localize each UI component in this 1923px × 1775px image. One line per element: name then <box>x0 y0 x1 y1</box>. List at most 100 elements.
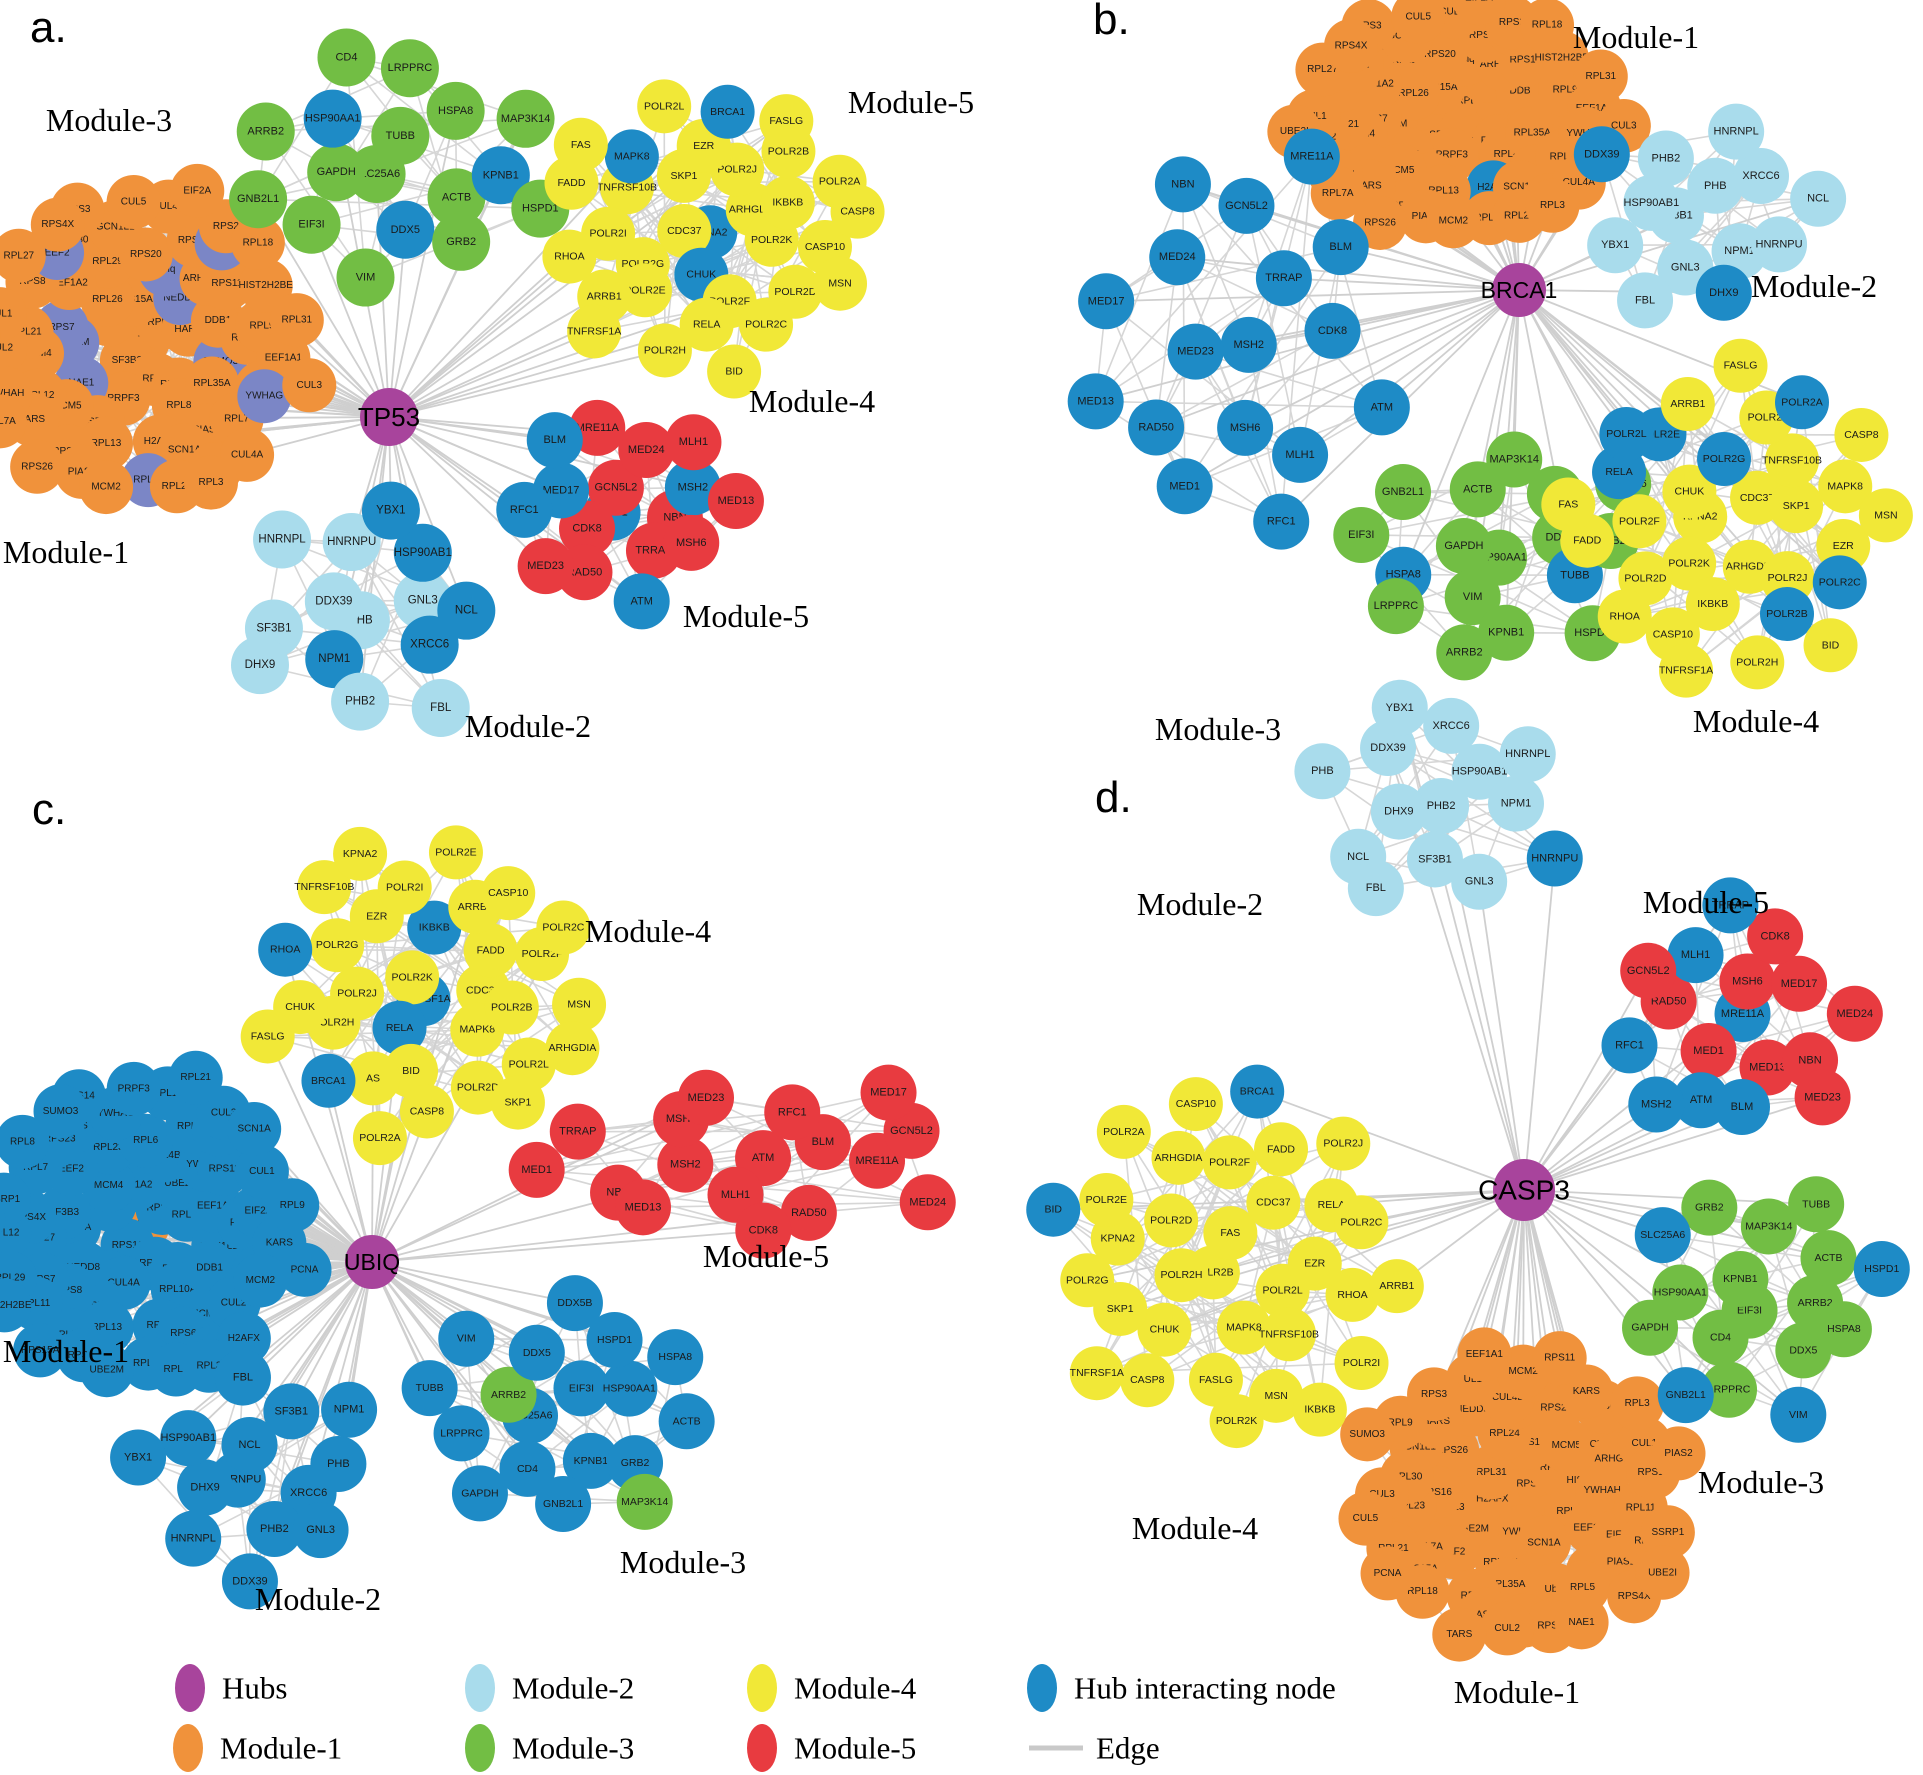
node-RPL9[interactable] <box>265 1178 320 1233</box>
node-MAP3K14[interactable] <box>496 89 555 148</box>
node-TUBB[interactable] <box>1788 1176 1845 1233</box>
node-TARS[interactable] <box>1432 1607 1487 1662</box>
node-KPNA2[interactable] <box>333 826 388 881</box>
node-IKBKB[interactable] <box>1685 577 1740 632</box>
node-DDX5[interactable] <box>508 1324 565 1381</box>
node-POLR2K[interactable] <box>1209 1394 1264 1449</box>
node-POLR2H[interactable] <box>1730 635 1785 690</box>
node-BLM[interactable] <box>1713 1079 1770 1136</box>
node-MED13[interactable] <box>615 1179 672 1236</box>
node-PCNA[interactable] <box>277 1242 332 1297</box>
node-MED24[interactable] <box>1826 985 1883 1042</box>
node-PIAS2[interactable] <box>1651 1426 1706 1481</box>
node-GAPDH[interactable] <box>1622 1299 1679 1356</box>
node-RPL3[interactable] <box>1610 1376 1665 1431</box>
node-FBL[interactable] <box>1617 272 1674 329</box>
node-MSN[interactable] <box>552 977 607 1032</box>
node-POLR2I[interactable] <box>377 860 432 915</box>
node-HSP90AA1[interactable] <box>601 1360 658 1417</box>
node-CDC37[interactable] <box>1246 1175 1301 1230</box>
node-HSPD1[interactable] <box>586 1312 643 1369</box>
node-POLR2G[interactable] <box>1060 1253 1115 1308</box>
node-SSRP1[interactable] <box>1640 1505 1695 1560</box>
node-EIF3I[interactable] <box>282 195 341 254</box>
node-DHX9[interactable] <box>1695 264 1752 321</box>
node-MED24[interactable] <box>899 1174 956 1231</box>
node-ACTB[interactable] <box>1800 1230 1857 1287</box>
node-TNFRSF10B[interactable] <box>297 860 352 915</box>
node-MLH1[interactable] <box>665 414 722 471</box>
node-FASLG[interactable] <box>759 94 814 149</box>
node-NAE1[interactable] <box>1554 1595 1609 1650</box>
node-POLR2B[interactable] <box>1760 587 1815 642</box>
node-IKBKB[interactable] <box>760 175 815 230</box>
node-HSP90AB1[interactable] <box>393 523 452 582</box>
node-GNL3[interactable] <box>393 571 452 630</box>
node-RPL18[interactable] <box>1520 0 1575 53</box>
node-MED24[interactable] <box>618 421 675 478</box>
node-ARHGDIA[interactable] <box>545 1021 600 1076</box>
node-DHX9[interactable] <box>230 636 289 695</box>
node-IKBKB[interactable] <box>1292 1382 1347 1437</box>
node-MLH1[interactable] <box>1667 927 1724 984</box>
node-POLR2C[interactable] <box>1812 555 1867 610</box>
node-BLM[interactable] <box>526 412 583 469</box>
node-ACTB[interactable] <box>658 1393 715 1450</box>
node-RHOA[interactable] <box>258 922 313 977</box>
node-MED23[interactable] <box>678 1069 735 1126</box>
node-RPL18[interactable] <box>230 215 285 270</box>
node-POLR2E[interactable] <box>428 825 483 880</box>
node-ARHGDIA[interactable] <box>1151 1130 1206 1185</box>
node-POLR2B[interactable] <box>484 980 539 1035</box>
node-RPS15A[interactable] <box>13 1323 68 1378</box>
node-MED17[interactable] <box>860 1064 917 1121</box>
node-NPM1[interactable] <box>1487 775 1544 832</box>
node-GAPDH[interactable] <box>307 143 366 202</box>
node-MED1[interactable] <box>1156 458 1213 515</box>
node-POLR2I[interactable] <box>1334 1336 1389 1391</box>
node-TRRAP[interactable] <box>549 1103 606 1160</box>
node-HNRNPL[interactable] <box>1708 103 1765 160</box>
node-AS[interactable] <box>346 1051 401 1106</box>
node-EIF2A[interactable] <box>1451 0 1506 26</box>
node-MLH1[interactable] <box>1272 426 1329 483</box>
node-GNB2L1[interactable] <box>1375 464 1432 521</box>
node-FAS[interactable] <box>1541 477 1596 532</box>
node-PHB[interactable] <box>1294 743 1351 800</box>
node-CDK8[interactable] <box>1747 908 1804 965</box>
node-YBX1[interactable] <box>361 481 420 540</box>
node-IKBKB[interactable] <box>407 900 462 955</box>
node-GNB2L1[interactable] <box>229 170 288 229</box>
node-POLR2K[interactable] <box>1662 536 1717 591</box>
node-KPNB1[interactable] <box>471 146 530 205</box>
node-TNFRSF10B[interactable] <box>1261 1307 1316 1362</box>
node-MED13[interactable] <box>1067 373 1124 430</box>
node-CASP10[interactable] <box>481 866 536 921</box>
node-CUL3[interactable] <box>282 358 337 413</box>
node-MSH6[interactable] <box>1719 953 1776 1010</box>
node-TNFRSF1A[interactable] <box>1069 1346 1124 1401</box>
node-UBE2I[interactable] <box>1635 1545 1690 1600</box>
node-SKP1[interactable] <box>490 1075 545 1130</box>
node-HNRNPL[interactable] <box>1499 726 1556 783</box>
node-POLR2C[interactable] <box>1334 1195 1389 1250</box>
node-TRRAP[interactable] <box>1255 250 1312 307</box>
node-MSH6[interactable] <box>1217 399 1274 456</box>
node-FAS[interactable] <box>1203 1206 1258 1261</box>
node-CUL5[interactable] <box>106 174 161 229</box>
node-GCN5L2[interactable] <box>587 459 644 516</box>
node-CD4[interactable] <box>317 28 376 87</box>
node-GAPDH[interactable] <box>1435 518 1492 575</box>
node-KPNB1[interactable] <box>1712 1251 1769 1308</box>
node-FADD[interactable] <box>463 923 518 978</box>
node-FADD[interactable] <box>1254 1122 1309 1177</box>
node-VIM[interactable] <box>438 1310 495 1367</box>
node-HSP90AA1[interactable] <box>303 89 362 148</box>
node-POLR2F[interactable] <box>1612 494 1667 549</box>
node-VIM[interactable] <box>1444 569 1501 626</box>
node-YBX1[interactable] <box>1371 679 1428 736</box>
node-SUMO3[interactable] <box>1340 1407 1395 1462</box>
node-DDX39[interactable] <box>221 1553 278 1610</box>
node-HSPA8[interactable] <box>647 1329 704 1386</box>
node-SKP1[interactable] <box>1769 479 1824 534</box>
